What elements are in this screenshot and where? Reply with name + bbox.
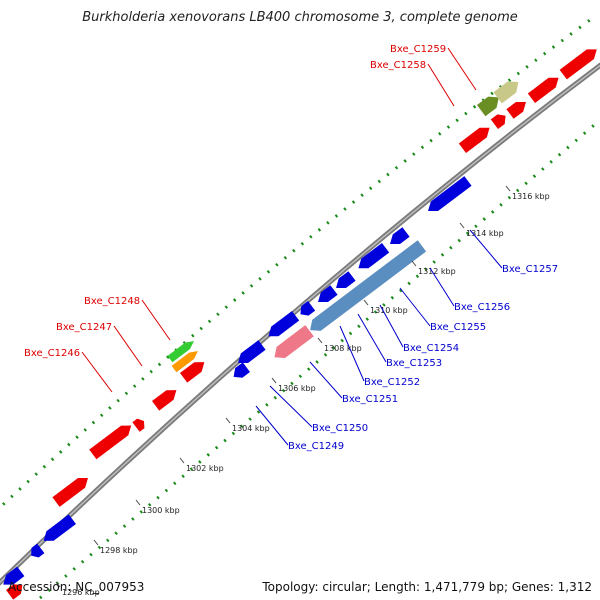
tick-mark-4 [179, 457, 185, 464]
forward-gene-10 [527, 77, 559, 104]
highlight-gene-steel [310, 240, 427, 331]
accession-text: Accession: NC_007953 [8, 580, 145, 594]
forward-gene-7 [458, 127, 490, 154]
gene-label-13: Bxe_C1250 [312, 423, 368, 434]
leader-line-10 [357, 313, 387, 363]
tick-label-8: 1310 kbp [370, 306, 408, 315]
highlight-gene-orange [171, 350, 198, 373]
map-title: Burkholderia xenovorans LB400 chromosome… [82, 10, 518, 25]
gene-label-1: Bxe_C1259 [390, 44, 446, 55]
forward-gene-4 [132, 418, 145, 432]
tick-label-3: 1300 kbp [142, 506, 180, 515]
tick-label-7: 1308 kbp [324, 344, 362, 353]
leader-line-5 [81, 351, 113, 393]
tick-mark-10 [459, 222, 465, 229]
forward-gene-3 [89, 425, 132, 460]
backbone-highlight [0, 64, 600, 584]
leader-line-12 [309, 361, 343, 399]
highlight-gene-pink [274, 325, 314, 359]
leader-line-9 [379, 304, 404, 348]
forward-gene-6 [180, 362, 205, 383]
gene-label-7: Bxe_C1256 [454, 302, 510, 313]
forward-gene-5 [152, 390, 177, 411]
tick-label-6: 1306 kbp [278, 384, 316, 393]
tick-label-11: 1316 kbp [512, 192, 550, 201]
tick-mark-7 [317, 337, 323, 344]
genome-summary-text: Topology: circular; Length: 1,471,779 bp… [262, 580, 592, 594]
gene-label-10: Bxe_C1253 [386, 358, 442, 369]
gene-label-4: Bxe_C1247 [56, 322, 112, 333]
reverse-gene-11 [390, 227, 410, 245]
leader-line-7 [429, 267, 455, 307]
reverse-gene-10 [358, 242, 390, 269]
tick-mark-1 [55, 581, 61, 588]
reverse-gene-2 [31, 543, 45, 558]
gene-label-5: Bxe_C1246 [24, 348, 80, 359]
forward-gene-8 [490, 114, 506, 130]
tick-mark-3 [135, 499, 141, 506]
leader-line-2 [427, 63, 455, 107]
highlight-gene-olive [477, 96, 499, 117]
tick-label-4: 1302 kbp [186, 464, 224, 473]
tick-mark-6 [271, 377, 277, 384]
tick-mark-5 [225, 417, 231, 424]
forward-gene-1 [6, 584, 23, 600]
tick-label-1: 1296 kbp [62, 588, 100, 597]
tick-label-10: 1314 kbp [466, 229, 504, 238]
gene-label-12: Bxe_C1251 [342, 394, 398, 405]
reverse-gene-7 [300, 300, 316, 316]
tick-label-2: 1298 kbp [100, 546, 138, 555]
gene-label-11: Bxe_C1252 [364, 377, 420, 388]
tick-mark-8 [363, 299, 369, 306]
gene-label-3: Bxe_C1248 [84, 296, 140, 307]
reverse-gene-9 [336, 271, 356, 289]
tick-mark-9 [411, 260, 417, 267]
tick-mark-2 [93, 539, 99, 546]
leader-line-14 [255, 405, 289, 446]
reverse-gene-12 [428, 176, 472, 212]
gene-label-14: Bxe_C1249 [288, 441, 344, 452]
leader-line-8 [399, 287, 431, 327]
leader-line-1 [447, 47, 477, 91]
tick-mark-11 [505, 185, 511, 192]
reverse-gene-1 [3, 566, 25, 585]
leader-line-13 [269, 385, 313, 428]
highlight-gene-green [167, 340, 194, 363]
leader-line-4 [113, 325, 143, 367]
leader-line-3 [141, 299, 171, 341]
forward-gene-11 [559, 49, 597, 80]
reverse-gene-3 [43, 514, 76, 541]
highlight-gene-khaki [493, 81, 519, 104]
tick-label-5: 1304 kbp [232, 424, 270, 433]
gene-label-8: Bxe_C1255 [430, 322, 486, 333]
reverse-gene-6 [268, 310, 300, 337]
gene-label-9: Bxe_C1254 [403, 343, 459, 354]
tick-label-9: 1312 kbp [418, 267, 456, 276]
leader-line-11 [339, 325, 365, 382]
reverse-gene-8 [318, 285, 338, 303]
reverse-gene-4 [233, 362, 250, 378]
forward-gene-9 [506, 101, 526, 119]
forward-gene-2 [52, 477, 88, 507]
gene-label-2: Bxe_C1258 [370, 60, 426, 71]
gene-label-6: Bxe_C1257 [502, 264, 558, 275]
leader-line-6 [469, 229, 503, 269]
outer-dotted-track [0, 18, 591, 510]
reverse-gene-5 [238, 340, 266, 364]
